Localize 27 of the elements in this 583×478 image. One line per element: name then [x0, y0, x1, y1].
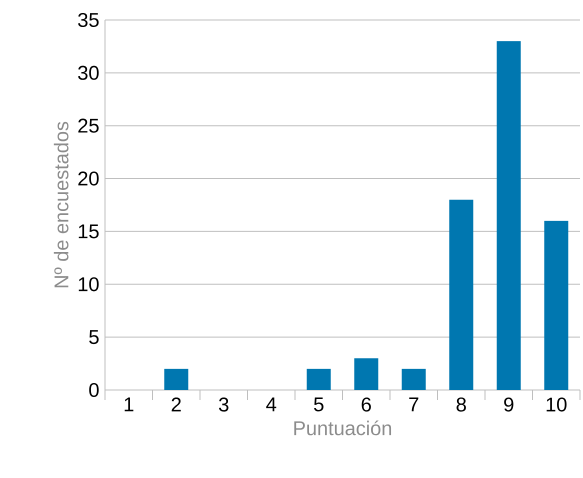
- y-tick-label: 30: [78, 66, 99, 80]
- x-tick-label: 8: [456, 398, 466, 412]
- y-tick-label: 20: [78, 172, 99, 186]
- x-axis-title: Puntuación: [294, 420, 392, 436]
- x-tick-label: 1: [124, 398, 134, 412]
- y-axis-title: Nº de encuestados: [54, 122, 68, 288]
- bar: [164, 368, 188, 390]
- x-tick-label: 3: [218, 398, 228, 412]
- y-tick-label: 0: [89, 382, 99, 398]
- x-tick-label: 5: [314, 398, 324, 412]
- y-tick-label: 35: [78, 12, 99, 28]
- bar: [544, 220, 568, 390]
- y-tick-label: 10: [78, 277, 99, 292]
- x-tick-label: 10: [546, 398, 567, 412]
- bar: [496, 41, 521, 390]
- bar: [354, 358, 378, 390]
- y-tick-label: 5: [89, 330, 99, 344]
- x-tick-label: 4: [266, 398, 276, 412]
- y-tick-label: 15: [78, 224, 99, 238]
- bar: [449, 200, 474, 390]
- x-tick-label: 6: [362, 398, 371, 412]
- x-tick-label: 7: [409, 398, 418, 412]
- x-tick-label: 2: [172, 398, 181, 412]
- x-tick-label: 9: [504, 398, 514, 412]
- bar: [402, 368, 426, 390]
- bar: [306, 368, 331, 390]
- y-tick-label: 25: [78, 118, 99, 133]
